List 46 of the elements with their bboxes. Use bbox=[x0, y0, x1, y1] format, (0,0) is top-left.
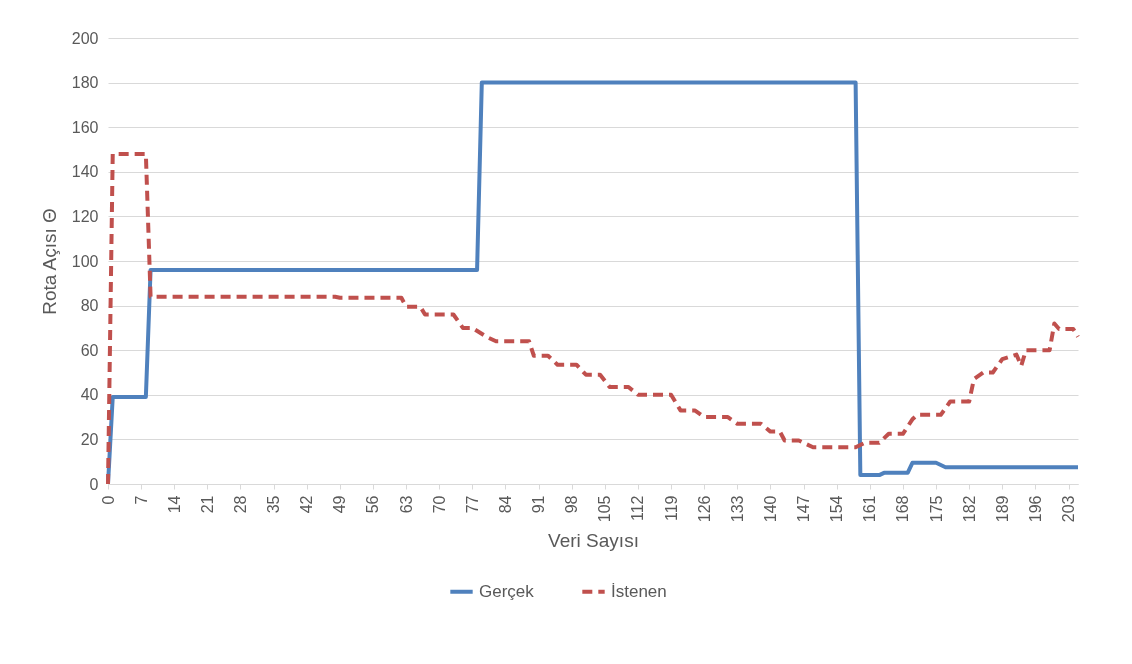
legend-label: Gerçek bbox=[479, 581, 535, 601]
y-axis-title: Rota Açısı Θ bbox=[38, 208, 60, 315]
y-tick-label: 160 bbox=[71, 118, 99, 136]
y-tick-label: 20 bbox=[80, 430, 99, 448]
y-tick-label: 200 bbox=[71, 29, 99, 47]
x-tick-label: 42 bbox=[298, 495, 316, 514]
x-tick-label: 119 bbox=[662, 495, 680, 522]
y-tick-label: 60 bbox=[80, 341, 99, 359]
legend-label: İstenen bbox=[611, 581, 667, 601]
y-tick-label: 80 bbox=[80, 297, 99, 315]
x-tick-label: 49 bbox=[331, 495, 349, 514]
x-tick-label: 112 bbox=[629, 495, 647, 522]
x-tick-label: 0 bbox=[99, 495, 117, 505]
x-tick-label: 161 bbox=[861, 495, 879, 523]
x-axis-title: Veri Sayısı bbox=[548, 530, 639, 552]
x-tick-label: 7 bbox=[132, 495, 150, 505]
x-tick-label: 126 bbox=[695, 495, 713, 523]
x-tick-label: 189 bbox=[993, 495, 1011, 523]
y-tick-label: 0 bbox=[89, 475, 99, 493]
line-series bbox=[106, 151, 1080, 486]
y-tick-label: 140 bbox=[71, 163, 99, 181]
x-tick-label: 147 bbox=[795, 495, 813, 523]
x-tick-label: 14 bbox=[165, 495, 183, 514]
x-tick-label: 154 bbox=[828, 495, 846, 523]
x-tick-label: 203 bbox=[1060, 495, 1078, 523]
x-tick-label: 182 bbox=[960, 495, 978, 523]
x-tick-label: 140 bbox=[761, 495, 779, 523]
x-tick-label: 105 bbox=[596, 495, 614, 523]
y-tick-label: 120 bbox=[71, 207, 99, 225]
y-tick-label: 40 bbox=[80, 386, 99, 404]
x-tick-label: 84 bbox=[496, 495, 514, 514]
x-tick-label: 21 bbox=[198, 495, 216, 514]
x-tick-label: 63 bbox=[397, 495, 415, 514]
x-tick-label: 196 bbox=[1026, 495, 1044, 523]
x-tick-label: 133 bbox=[728, 495, 746, 523]
x-tick-label: 56 bbox=[364, 495, 382, 514]
x-tick-label: 91 bbox=[530, 495, 548, 514]
x-tick-label: 77 bbox=[463, 495, 481, 514]
x-tick-label: 168 bbox=[894, 495, 912, 523]
x-tick-label: 175 bbox=[927, 495, 945, 523]
x-tick-label: 35 bbox=[265, 495, 283, 514]
x-tick-label: 28 bbox=[231, 495, 249, 514]
y-tick-label: 180 bbox=[71, 74, 99, 92]
y-tick-label: 100 bbox=[71, 252, 99, 270]
x-tick-label: 70 bbox=[430, 495, 448, 514]
x-tick-label: 98 bbox=[563, 495, 581, 514]
